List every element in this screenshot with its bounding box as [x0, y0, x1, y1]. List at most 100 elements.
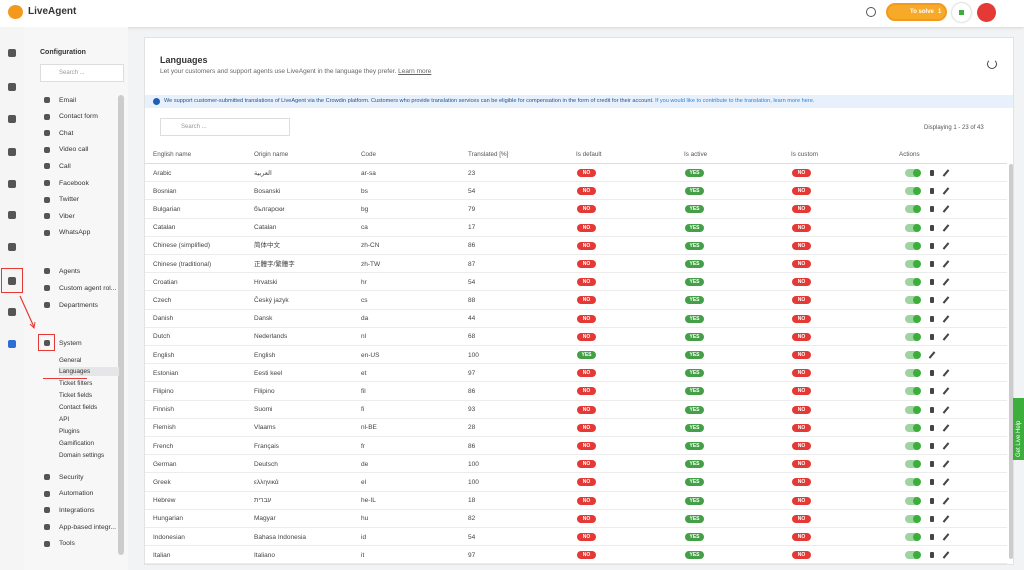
info-link[interactable]: If you would like to contribute to the t…: [655, 98, 814, 104]
nav-item[interactable]: Domain settings: [59, 451, 104, 460]
nav-item[interactable]: Ticket filters: [59, 379, 92, 388]
nav-item[interactable]: Agents: [59, 267, 80, 276]
active-toggle[interactable]: [905, 187, 920, 195]
active-toggle[interactable]: [905, 515, 920, 523]
edit-button[interactable]: [943, 515, 950, 522]
set-default-button[interactable]: [930, 188, 934, 194]
edit-button[interactable]: [943, 242, 950, 249]
nav-item[interactable]: WhatsApp: [59, 228, 90, 237]
edit-button[interactable]: [943, 406, 950, 413]
set-default-button[interactable]: [930, 407, 934, 413]
active-toggle[interactable]: [905, 242, 920, 250]
edit-button[interactable]: [943, 369, 950, 376]
edit-button[interactable]: [943, 297, 950, 304]
edit-button[interactable]: [943, 533, 950, 540]
active-toggle[interactable]: [905, 205, 920, 213]
nav-item[interactable]: Email: [59, 96, 76, 105]
learn-more-link[interactable]: Learn more: [398, 68, 431, 75]
set-default-button[interactable]: [930, 316, 934, 322]
nav-item[interactable]: Chat: [59, 129, 73, 138]
column-header[interactable]: Is default: [576, 150, 602, 159]
nav-item[interactable]: Tools: [59, 539, 75, 548]
edit-button[interactable]: [943, 333, 950, 340]
add-button[interactable]: [866, 7, 876, 17]
set-default-button[interactable]: [930, 297, 934, 303]
edit-button[interactable]: [943, 206, 950, 213]
active-toggle[interactable]: [905, 424, 920, 432]
nav-item[interactable]: Ticket fields: [59, 391, 92, 400]
nav-item[interactable]: Security: [59, 473, 84, 482]
nav-item[interactable]: Integrations: [59, 506, 95, 515]
nav-item[interactable]: Contact form: [59, 112, 98, 121]
active-toggle[interactable]: [905, 460, 920, 468]
nav-item[interactable]: Viber: [59, 212, 75, 221]
edit-button[interactable]: [943, 169, 950, 176]
column-header[interactable]: Is active: [684, 150, 707, 159]
set-default-button[interactable]: [930, 498, 934, 504]
nav-item[interactable]: System: [59, 339, 82, 348]
active-toggle[interactable]: [905, 533, 920, 541]
active-toggle[interactable]: [905, 497, 920, 505]
nav-item[interactable]: Departments: [59, 301, 98, 310]
active-toggle[interactable]: [905, 406, 920, 414]
nav-item[interactable]: General: [59, 356, 81, 365]
to-solve-button[interactable]: To solve 1: [886, 3, 947, 21]
edit-button[interactable]: [943, 388, 950, 395]
call-button[interactable]: [977, 3, 996, 22]
edit-button[interactable]: [943, 187, 950, 194]
active-toggle[interactable]: [905, 551, 920, 559]
column-header[interactable]: Code: [361, 150, 376, 159]
set-default-button[interactable]: [930, 516, 934, 522]
nav-item[interactable]: API: [59, 415, 69, 424]
live-help-tab[interactable]: Get Live Help: [1013, 398, 1024, 460]
active-toggle[interactable]: [905, 296, 920, 304]
edit-button[interactable]: [943, 260, 950, 267]
nav-item[interactable]: Gamification: [59, 439, 94, 448]
set-default-button[interactable]: [930, 170, 934, 176]
set-default-button[interactable]: [930, 388, 934, 394]
set-default-button[interactable]: [930, 261, 934, 267]
nav-item[interactable]: App-based integr...: [59, 523, 116, 532]
nav-item[interactable]: Custom agent rol...: [59, 284, 116, 293]
edit-button[interactable]: [943, 479, 950, 486]
nav-item[interactable]: Facebook: [59, 179, 89, 188]
active-toggle[interactable]: [905, 315, 920, 323]
active-toggle[interactable]: [905, 387, 920, 395]
column-header[interactable]: Origin name: [254, 150, 288, 159]
edit-button[interactable]: [943, 315, 950, 322]
edit-button[interactable]: [943, 551, 950, 558]
column-header[interactable]: Translated [%]: [468, 150, 508, 159]
active-toggle[interactable]: [905, 478, 920, 486]
edit-button[interactable]: [943, 424, 950, 431]
nav-item[interactable]: Automation: [59, 489, 93, 498]
active-toggle[interactable]: [905, 351, 920, 359]
active-toggle[interactable]: [905, 369, 920, 377]
set-default-button[interactable]: [930, 279, 934, 285]
edit-button[interactable]: [943, 442, 950, 449]
refresh-button[interactable]: [987, 59, 997, 69]
set-default-button[interactable]: [930, 534, 934, 540]
edit-button[interactable]: [943, 224, 950, 231]
set-default-button[interactable]: [930, 206, 934, 212]
active-toggle[interactable]: [905, 278, 920, 286]
column-header[interactable]: English name: [153, 150, 191, 159]
nav-item[interactable]: Contact fields: [59, 403, 97, 412]
set-default-button[interactable]: [930, 225, 934, 231]
edit-button[interactable]: [943, 278, 950, 285]
active-toggle[interactable]: [905, 442, 920, 450]
column-header[interactable]: Is custom: [791, 150, 818, 159]
active-toggle[interactable]: [905, 333, 920, 341]
set-default-button[interactable]: [930, 552, 934, 558]
active-toggle[interactable]: [905, 224, 920, 232]
set-default-button[interactable]: [930, 479, 934, 485]
table-search[interactable]: Search ...: [160, 118, 290, 136]
set-default-button[interactable]: [930, 334, 934, 340]
set-default-button[interactable]: [930, 243, 934, 249]
nav-item[interactable]: Languages: [59, 367, 119, 376]
set-default-button[interactable]: [930, 443, 934, 449]
set-default-button[interactable]: [930, 425, 934, 431]
edit-button[interactable]: [943, 460, 950, 467]
nav-item[interactable]: Plugins: [59, 427, 80, 436]
nav-item[interactable]: Twitter: [59, 195, 79, 204]
set-default-button[interactable]: [930, 461, 934, 467]
